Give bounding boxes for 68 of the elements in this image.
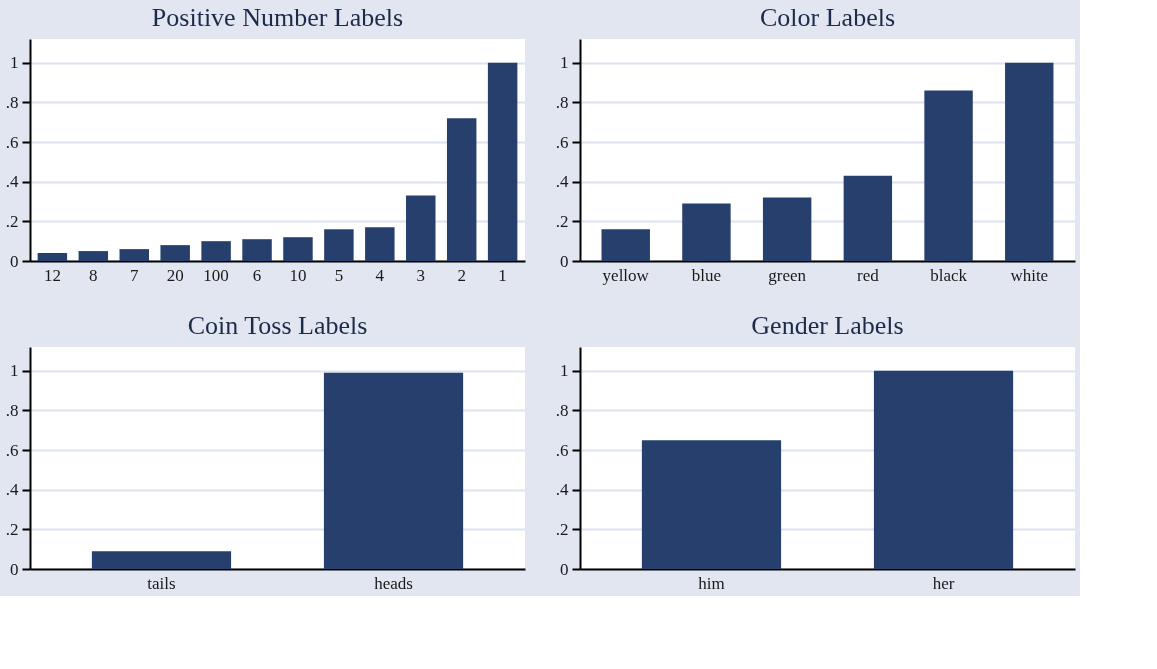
x-tick-label: 4 <box>375 265 385 285</box>
y-tick-label: .8 <box>555 92 569 112</box>
y-tick-label: .6 <box>5 132 19 152</box>
y-tick-label: .4 <box>5 480 19 500</box>
x-tick-label: black <box>930 265 968 285</box>
y-tick-label: 1 <box>560 361 569 381</box>
bar <box>843 175 893 261</box>
x-tick-label: blue <box>691 265 722 285</box>
bar <box>924 90 973 261</box>
bar <box>446 118 477 261</box>
y-tick-label: 0 <box>560 251 569 271</box>
bar <box>37 253 68 261</box>
x-tick-label: 3 <box>416 265 426 285</box>
x-tick-label: 12 <box>43 265 61 285</box>
y-tick-label: 1 <box>560 53 569 73</box>
y-tick-label: .4 <box>5 172 19 192</box>
x-tick-label: 6 <box>252 265 262 285</box>
bar <box>762 197 812 261</box>
y-tick-label: 1 <box>10 53 19 73</box>
x-tick-label: 7 <box>129 265 139 285</box>
y-tick-label: .2 <box>5 519 19 539</box>
bar <box>365 227 395 261</box>
x-tick-label: red <box>856 265 880 285</box>
chart-title: Coin Toss Labels <box>187 311 368 340</box>
y-tick-label: 0 <box>10 251 19 271</box>
y-tick-label: .2 <box>5 211 19 231</box>
chart-title: Positive Number Labels <box>151 3 404 32</box>
bar <box>242 239 272 261</box>
bar <box>78 251 109 261</box>
x-tick-label: green <box>768 265 807 285</box>
x-tick-label: tails <box>147 573 176 593</box>
y-tick-label: .8 <box>555 400 569 420</box>
x-tick-label: heads <box>374 573 413 593</box>
x-tick-label: yellow <box>602 265 650 285</box>
bar <box>601 229 650 261</box>
bar <box>406 195 436 261</box>
bar <box>119 249 149 261</box>
x-tick-label: 8 <box>89 265 98 285</box>
y-tick-label: .2 <box>555 211 569 231</box>
y-tick-label: .8 <box>5 400 19 420</box>
y-tick-label: .4 <box>555 172 569 192</box>
bar <box>283 237 313 261</box>
bar <box>324 229 354 261</box>
x-tick-label: 1 <box>498 265 507 285</box>
x-tick-label: white <box>1010 265 1049 285</box>
x-tick-label: 5 <box>334 265 344 285</box>
bar <box>201 241 231 261</box>
bar <box>682 203 731 261</box>
y-tick-label: .4 <box>555 480 569 500</box>
y-tick-label: .6 <box>5 440 19 460</box>
chart-title: Color Labels <box>759 3 896 32</box>
x-tick-label: 100 <box>203 265 229 285</box>
x-tick-label: 20 <box>166 265 184 285</box>
x-tick-label: 10 <box>289 265 307 285</box>
y-tick-label: 0 <box>560 559 569 579</box>
x-tick-label: him <box>698 573 725 593</box>
x-tick-label: 2 <box>457 265 466 285</box>
y-tick-label: .6 <box>555 132 569 152</box>
y-tick-label: .8 <box>5 92 19 112</box>
y-tick-label: .6 <box>555 440 569 460</box>
bar <box>487 62 518 261</box>
x-tick-label: her <box>932 573 955 593</box>
bar <box>160 245 190 261</box>
bar <box>1005 62 1054 261</box>
y-tick-label: 0 <box>10 559 19 579</box>
y-tick-label: .2 <box>555 519 569 539</box>
y-tick-label: 1 <box>10 361 19 381</box>
chart-title: Gender Labels <box>751 311 904 340</box>
